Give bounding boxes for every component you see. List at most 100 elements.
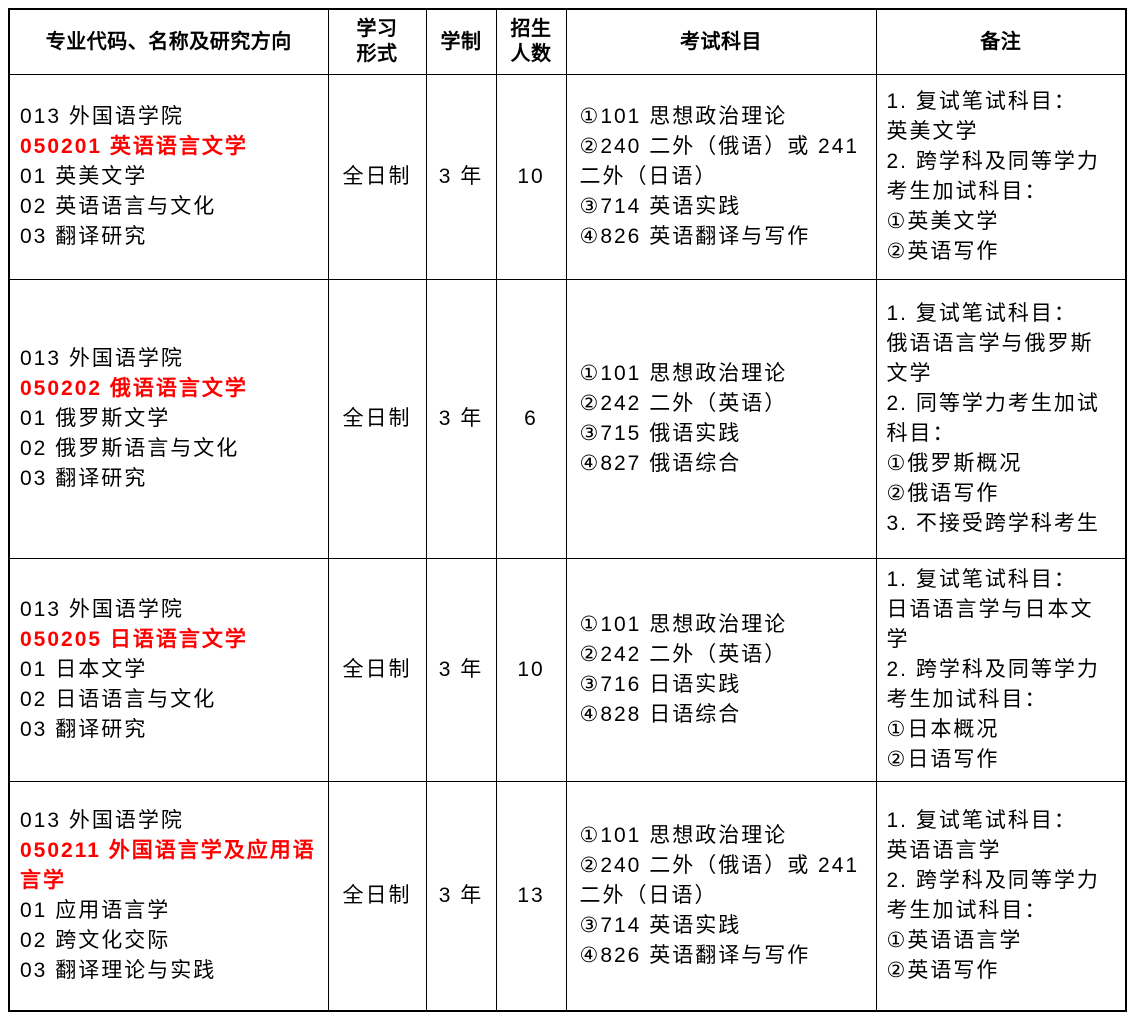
program-line: 03 翻译研究 [20,225,148,248]
exam-line: ①101 思想政治理论 [579,613,788,636]
remark-line: 日语语言学与日本文 [886,598,1094,621]
remark-line: ②俄语写作 [886,482,1000,505]
remarks-cell: 1. 复试笔试科目： 英语语言学 2. 跨学科及同等学力 考生加试科目： ①英语语言学 ②… [875,781,1127,1011]
exam-line: ④826 英语翻译与写作 [579,943,811,967]
program-code-line: 050205 日语语言文学 [20,628,248,651]
exam-line: ①101 思想政治理论 [579,105,788,128]
exam-line: ②242 二外（英语） [579,643,788,666]
program-line: 013 外国语学院 [20,105,184,128]
program-cell: 013 外国语学院 050211 外国语言学及应用语言学 01 应用语言学 02… [8,781,329,1011]
program-code-line: 050211 外国语言学及应用语言学 [20,838,316,892]
study-form-cell: 全日制 [327,558,427,782]
program-code-line: 050202 俄语语言文学 [20,377,248,400]
program-line: 01 俄罗斯文学 [20,407,171,430]
remark-line: 俄语语言学与俄罗斯 [886,332,1094,355]
program-line: 013 外国语学院 [20,347,184,370]
study-form-cell: 全日制 [327,781,427,1011]
remark-line: 学 [886,628,910,651]
remark-line: 1. 复试笔试科目： [886,90,1077,113]
remark-line: ①英语语言学 [886,928,1023,952]
header-duration: 学制 [425,8,497,75]
header-remarks: 备注 [875,8,1127,75]
remark-line: 2. 同等学力考生加试 [886,392,1100,415]
program-line: 02 日语语言与文化 [20,688,217,711]
table-row: 013 外国语学院 050205 日语语言文学 01 日本文学 02 日语语言与… [8,558,1127,782]
program-line: 03 翻译研究 [20,467,148,490]
exam-line: ④827 俄语综合 [579,452,742,475]
exam-subjects-cell: ①101 思想政治理论 ②240 二外（俄语）或 241 二外（日语） ③714 英语… [565,74,877,280]
remarks-cell: 1. 复试笔试科目： 俄语语言学与俄罗斯 文学 2. 同等学力考生加试 科目： ①俄罗斯概… [875,279,1127,559]
duration-cell: 3 年 [425,74,497,280]
program-line: 01 英美文学 [20,165,148,188]
program-line: 03 翻译研究 [20,718,148,741]
remark-line: 考生加试科目： [886,898,1048,922]
remark-line: 2. 跨学科及同等学力 [886,150,1100,173]
exam-line: ①101 思想政治理论 [579,362,788,385]
remark-line: 文学 [886,362,933,385]
exam-line: ②240 二外（俄语）或 241 [579,853,860,877]
exam-line: ②240 二外（俄语）或 241 [579,135,860,158]
header-row: 专业代码、名称及研究方向 学习 形式 学制 招生 人数 考试科目 备注 [8,8,1127,75]
header-exam-subjects: 考试科目 [565,8,877,75]
program-line: 03 翻译理论与实践 [20,958,217,982]
exam-line: 二外（日语） [579,883,718,907]
exam-line: ③714 英语实践 [579,195,742,218]
enrollment-cell: 10 [495,558,567,782]
enrollment-cell: 6 [495,279,567,559]
program-line: 02 跨文化交际 [20,928,171,952]
exam-subjects-cell: ①101 思想政治理论 ②240 二外（俄语）或 241 二外（日语） ③714 英语… [565,781,877,1011]
program-line: 013 外国语学院 [20,808,184,832]
exam-line: ③716 日语实践 [579,673,742,696]
remark-line: ①日本概况 [886,718,1000,741]
table-row: 013 外国语学院 050201 英语语言文学 01 英美文学 02 英语语言与… [8,74,1127,280]
remark-line: 2. 跨学科及同等学力 [886,868,1100,892]
header-program: 专业代码、名称及研究方向 [8,8,329,75]
admissions-table: 专业代码、名称及研究方向 学习 形式 学制 招生 人数 考试科目 备注 013 … [8,8,1127,1012]
remark-line: 考生加试科目： [886,180,1048,203]
exam-line: ③715 俄语实践 [579,422,742,445]
program-line: 01 应用语言学 [20,898,171,922]
duration-cell: 3 年 [425,558,497,782]
remarks-cell: 1. 复试笔试科目： 英美文学 2. 跨学科及同等学力 考生加试科目： ①英美文学 ②英语… [875,74,1127,280]
exam-line: ④826 英语翻译与写作 [579,225,811,248]
remark-line: 1. 复试笔试科目： [886,568,1077,591]
duration-cell: 3 年 [425,279,497,559]
program-line: 013 外国语学院 [20,598,184,621]
enrollment-cell: 13 [495,781,567,1011]
remark-line: ①英美文学 [886,210,1000,233]
exam-subjects-cell: ①101 思想政治理论 ②242 二外（英语） ③715 俄语实践 ④827 俄语综合 [565,279,877,559]
remark-line: 英语语言学 [886,838,1002,862]
exam-line: ②242 二外（英语） [579,392,788,415]
program-cell: 013 外国语学院 050201 英语语言文学 01 英美文学 02 英语语言与… [8,74,329,280]
exam-subjects-cell: ①101 思想政治理论 ②242 二外（英语） ③716 日语实践 ④828 日语综合 [565,558,877,782]
program-line: 02 英语语言与文化 [20,195,217,218]
study-form-cell: 全日制 [327,279,427,559]
remark-line: ②日语写作 [886,748,1000,771]
study-form-cell: 全日制 [327,74,427,280]
exam-line: 二外（日语） [579,165,718,188]
program-cell: 013 外国语学院 050202 俄语语言文学 01 俄罗斯文学 02 俄罗斯语… [8,279,329,559]
remark-line: 科目： [886,422,956,445]
remark-line: 1. 复试笔试科目： [886,302,1077,325]
program-line: 01 日本文学 [20,658,148,681]
enrollment-cell: 10 [495,74,567,280]
header-enrollment: 招生 人数 [495,8,567,75]
remark-line: 考生加试科目： [886,688,1048,711]
table-row: 013 外国语学院 050211 外国语言学及应用语言学 01 应用语言学 02… [8,781,1127,1011]
program-cell: 013 外国语学院 050205 日语语言文学 01 日本文学 02 日语语言与… [8,558,329,782]
program-code-line: 050201 英语语言文学 [20,135,248,158]
remarks-cell: 1. 复试笔试科目： 日语语言学与日本文学 2. 跨学科及同等学力 考生加试科目： ①日… [875,558,1127,782]
table-row: 013 外国语学院 050202 俄语语言文学 01 俄罗斯文学 02 俄罗斯语… [8,279,1127,559]
header-study-form: 学习 形式 [327,8,427,75]
remark-line: 3. 不接受跨学科考生 [886,512,1100,535]
remark-line: 1. 复试笔试科目： [886,808,1077,832]
remark-line: 2. 跨学科及同等学力 [886,658,1100,681]
exam-line: ①101 思想政治理论 [579,823,788,847]
remark-line: ①俄罗斯概况 [886,452,1023,475]
program-line: 02 俄罗斯语言与文化 [20,437,240,460]
exam-line: ④828 日语综合 [579,703,742,726]
duration-cell: 3 年 [425,781,497,1011]
remark-line: ②英语写作 [886,240,1000,263]
remark-line: ②英语写作 [886,958,1000,982]
